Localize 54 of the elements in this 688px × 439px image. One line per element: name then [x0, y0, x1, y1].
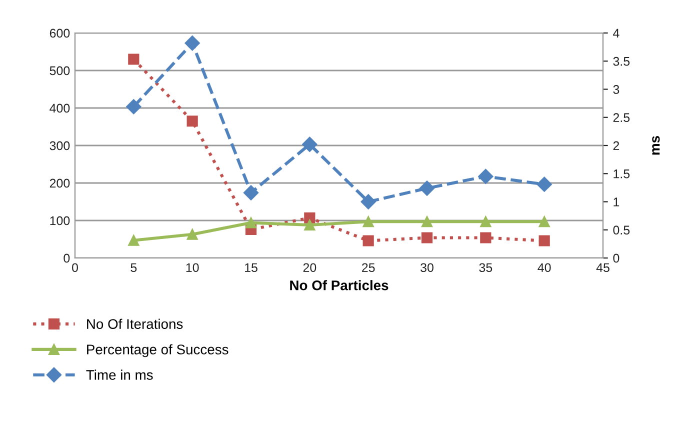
point — [362, 216, 374, 228]
point — [538, 216, 550, 228]
point — [362, 235, 374, 246]
x-tick-label: 25 — [362, 263, 375, 272]
y2-axis-title: ms — [652, 136, 660, 155]
point — [126, 99, 142, 114]
x-tick-label: 30 — [420, 263, 434, 272]
x-tick-label: 15 — [245, 263, 258, 272]
y2-tick-label: 1 — [614, 198, 620, 206]
point — [245, 217, 257, 228]
y-tick-label: 300 — [50, 141, 70, 150]
point — [480, 232, 492, 244]
y2-tick-label: 0.5 — [613, 226, 630, 235]
y-tick-label: 200 — [50, 178, 70, 188]
legend-label: No Of Iterations — [87, 318, 183, 329]
y2-tick-label: 2 — [613, 141, 620, 150]
point — [186, 116, 198, 127]
y2-tick-label: 0 — [613, 254, 620, 263]
point — [536, 176, 552, 192]
point — [480, 216, 492, 228]
x-axis-title: No Of Particles — [290, 280, 388, 290]
point — [304, 212, 316, 224]
y-tick-label: 0 — [64, 254, 70, 263]
x-tick-label: 5 — [130, 263, 137, 272]
point — [478, 168, 494, 184]
point — [538, 235, 550, 246]
legend-label: Time in ms — [86, 370, 153, 380]
point — [304, 219, 316, 231]
y2-tick-label: 1.5 — [614, 170, 630, 178]
x-tick-label: 35 — [479, 263, 492, 272]
x-tick-label: 40 — [538, 263, 551, 272]
point — [243, 185, 259, 200]
y2-tick-label: 3.5 — [613, 56, 630, 66]
point — [360, 194, 376, 210]
y2-tick-label: 4 — [613, 28, 620, 38]
x-tick-label: 45 — [596, 263, 610, 272]
y2-tick-label: 3 — [613, 85, 620, 94]
y2-tick-label: 2.5 — [613, 113, 630, 122]
x-tick-label: 0 — [72, 263, 78, 272]
y-tick-label: 400 — [50, 104, 70, 113]
legend-label: Percentage of Success — [87, 344, 228, 358]
x-tick-label: 20 — [303, 263, 316, 272]
point — [421, 216, 433, 228]
y-tick-label: 500 — [50, 66, 70, 76]
x-tick-label: 10 — [186, 263, 199, 272]
point — [421, 232, 433, 244]
y-tick-label: 100 — [50, 216, 70, 226]
point — [128, 234, 140, 246]
point — [302, 136, 318, 152]
point — [128, 54, 140, 65]
point — [184, 36, 200, 51]
y-tick-label: 600 — [50, 28, 70, 38]
point — [419, 180, 435, 196]
point — [186, 228, 198, 240]
